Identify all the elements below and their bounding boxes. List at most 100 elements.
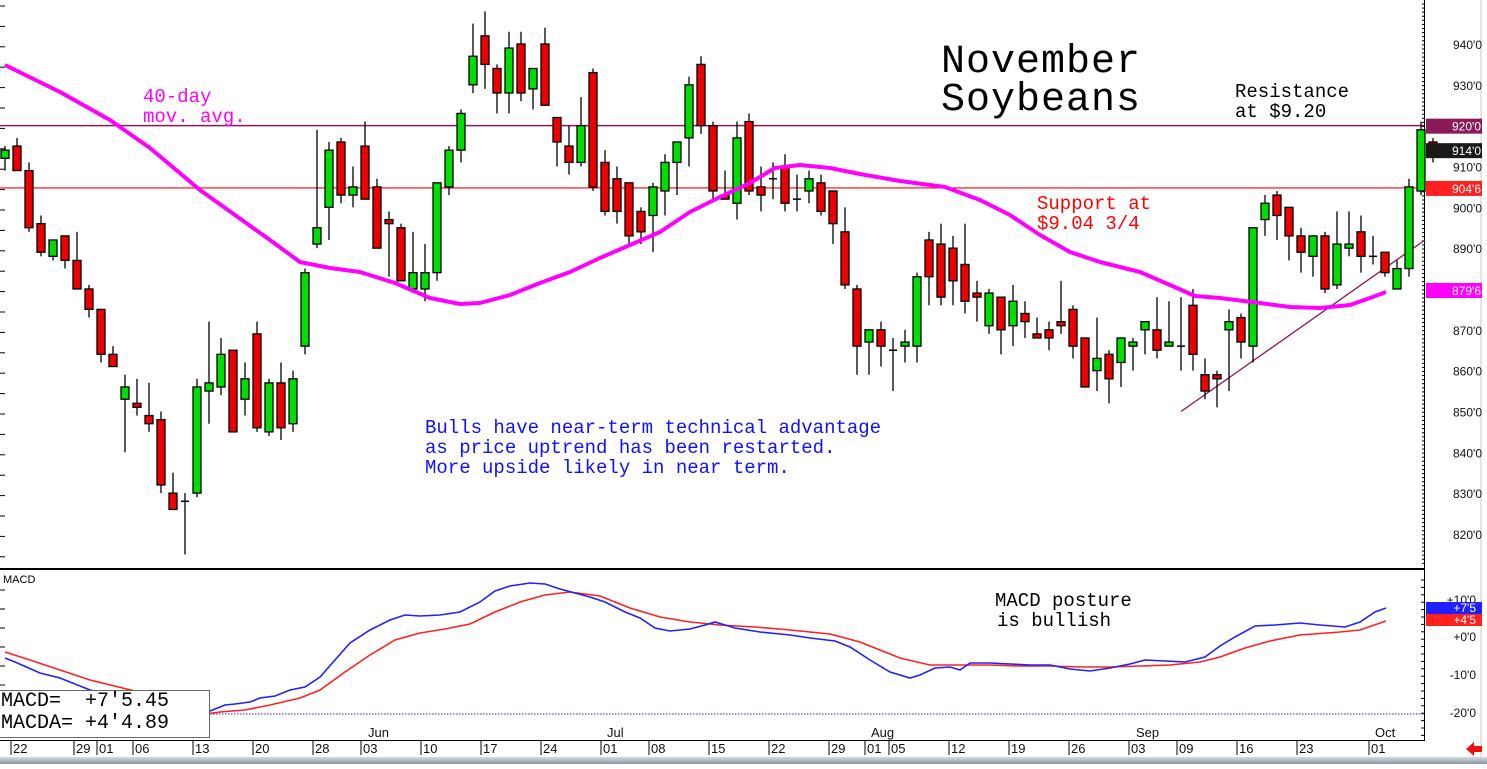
candle bbox=[24, 162, 34, 232]
price-badge-label: 904'6 bbox=[1452, 182, 1481, 196]
candle bbox=[696, 56, 706, 134]
candle bbox=[1296, 227, 1306, 273]
candle bbox=[624, 182, 634, 245]
candle bbox=[852, 284, 862, 375]
candle bbox=[1068, 305, 1078, 359]
candle bbox=[0, 146, 10, 171]
candle bbox=[1177, 297, 1185, 371]
commentary-line2: as price uptrend has been restarted. bbox=[425, 437, 835, 459]
macd-badge bbox=[1426, 602, 1482, 614]
candle bbox=[960, 223, 970, 314]
candle bbox=[1212, 370, 1222, 408]
candle bbox=[156, 411, 166, 494]
candle bbox=[1008, 284, 1018, 347]
candle bbox=[732, 121, 742, 220]
macd-note-line2: is bullish bbox=[997, 610, 1111, 632]
candle bbox=[804, 170, 814, 204]
candle bbox=[312, 129, 322, 249]
candle bbox=[1236, 313, 1246, 359]
date-tick-label: 28 bbox=[315, 741, 329, 756]
date-tick-label: 10 bbox=[423, 741, 437, 756]
candle bbox=[300, 268, 310, 355]
date-tick-label: 15 bbox=[711, 741, 725, 756]
candle bbox=[889, 337, 897, 392]
date-tick-label: 29 bbox=[76, 741, 90, 756]
candle bbox=[516, 31, 526, 102]
candle bbox=[1224, 309, 1234, 392]
date-tick-label: 13 bbox=[195, 741, 209, 756]
candle bbox=[228, 349, 238, 433]
candle bbox=[996, 296, 1006, 355]
price-badge bbox=[1426, 143, 1482, 159]
candle bbox=[1116, 337, 1126, 387]
candle bbox=[636, 207, 646, 245]
candle bbox=[1332, 211, 1342, 289]
price-tick-label: 940'0 bbox=[1453, 38, 1482, 52]
date-tick-label: 16 bbox=[1239, 741, 1253, 756]
price-badge bbox=[1426, 283, 1482, 299]
price-tick-label: 830'0 bbox=[1453, 487, 1482, 501]
price-tick-label: 840'0 bbox=[1453, 446, 1482, 460]
candle bbox=[1284, 206, 1294, 261]
candle bbox=[660, 154, 670, 216]
date-tick-label: 23 bbox=[1299, 741, 1313, 756]
candle bbox=[1152, 297, 1162, 359]
candle bbox=[432, 182, 442, 281]
candle bbox=[1032, 317, 1042, 339]
date-tick-label: 01 bbox=[1371, 741, 1385, 756]
candle bbox=[1356, 215, 1366, 273]
candle bbox=[1320, 231, 1330, 294]
candle bbox=[1140, 320, 1150, 355]
price-tick-label: 870'0 bbox=[1453, 324, 1482, 338]
candle bbox=[876, 321, 886, 367]
candle bbox=[480, 11, 490, 89]
support-annotation-line2: $9.04 3/4 bbox=[1037, 213, 1140, 235]
price-tick-label: 820'0 bbox=[1453, 528, 1482, 542]
macd-note-line1: MACD posture bbox=[995, 590, 1132, 612]
ma-annotation-line1: 40-day bbox=[143, 86, 211, 108]
resistance-annotation-line1: Resistance bbox=[1235, 81, 1349, 103]
candle bbox=[1308, 235, 1318, 277]
candle bbox=[780, 154, 790, 212]
date-tick-label: 19 bbox=[1011, 741, 1025, 756]
candle bbox=[252, 321, 262, 432]
candle bbox=[912, 272, 922, 363]
price-tick-label: 900'0 bbox=[1453, 201, 1482, 215]
candle bbox=[1404, 178, 1414, 277]
date-tick-label: 03 bbox=[363, 741, 377, 756]
month-label: Aug bbox=[871, 725, 894, 740]
candle bbox=[1416, 121, 1426, 196]
candle bbox=[192, 378, 202, 498]
candle bbox=[1248, 227, 1258, 363]
macd-badge-label: +7'5 bbox=[1453, 601, 1476, 615]
macda-readout-row: MACDA= +4'4.89 bbox=[1, 713, 209, 735]
price-badge bbox=[1426, 118, 1482, 134]
macd-readout-label: MACD= bbox=[1, 690, 62, 713]
candle bbox=[1200, 358, 1210, 400]
candle bbox=[1272, 190, 1282, 240]
price-tick-label: 930'0 bbox=[1453, 79, 1482, 93]
scroll-left-arrow-icon[interactable] bbox=[1466, 742, 1482, 756]
price-badge-label: 914'0 bbox=[1452, 144, 1481, 158]
date-axis: 22 29 01 06 13 20 28 03 10 17 24 01 08 15 22 29 01 05 12 19… bbox=[10, 725, 1396, 756]
candle bbox=[948, 235, 958, 306]
candle bbox=[1260, 195, 1270, 236]
macd-readout-box: MACD= +7'5.45 MACDA= +4'4.89 bbox=[0, 690, 210, 738]
date-tick-label: 05 bbox=[891, 741, 905, 756]
candle bbox=[288, 370, 298, 432]
candle bbox=[408, 231, 418, 294]
candle bbox=[1092, 317, 1102, 392]
candle bbox=[372, 178, 382, 249]
candle bbox=[1128, 337, 1138, 371]
month-label: Jun bbox=[368, 725, 389, 740]
date-tick-label: 29 bbox=[831, 741, 845, 756]
candle bbox=[12, 137, 22, 172]
macd-tick-label: -20'0 bbox=[1450, 706, 1477, 720]
candle bbox=[1020, 301, 1030, 338]
candle bbox=[528, 67, 538, 110]
candle bbox=[396, 223, 406, 282]
date-tick-label: 06 bbox=[135, 741, 149, 756]
candle bbox=[900, 329, 910, 363]
candle bbox=[672, 141, 682, 196]
candle bbox=[684, 76, 694, 167]
